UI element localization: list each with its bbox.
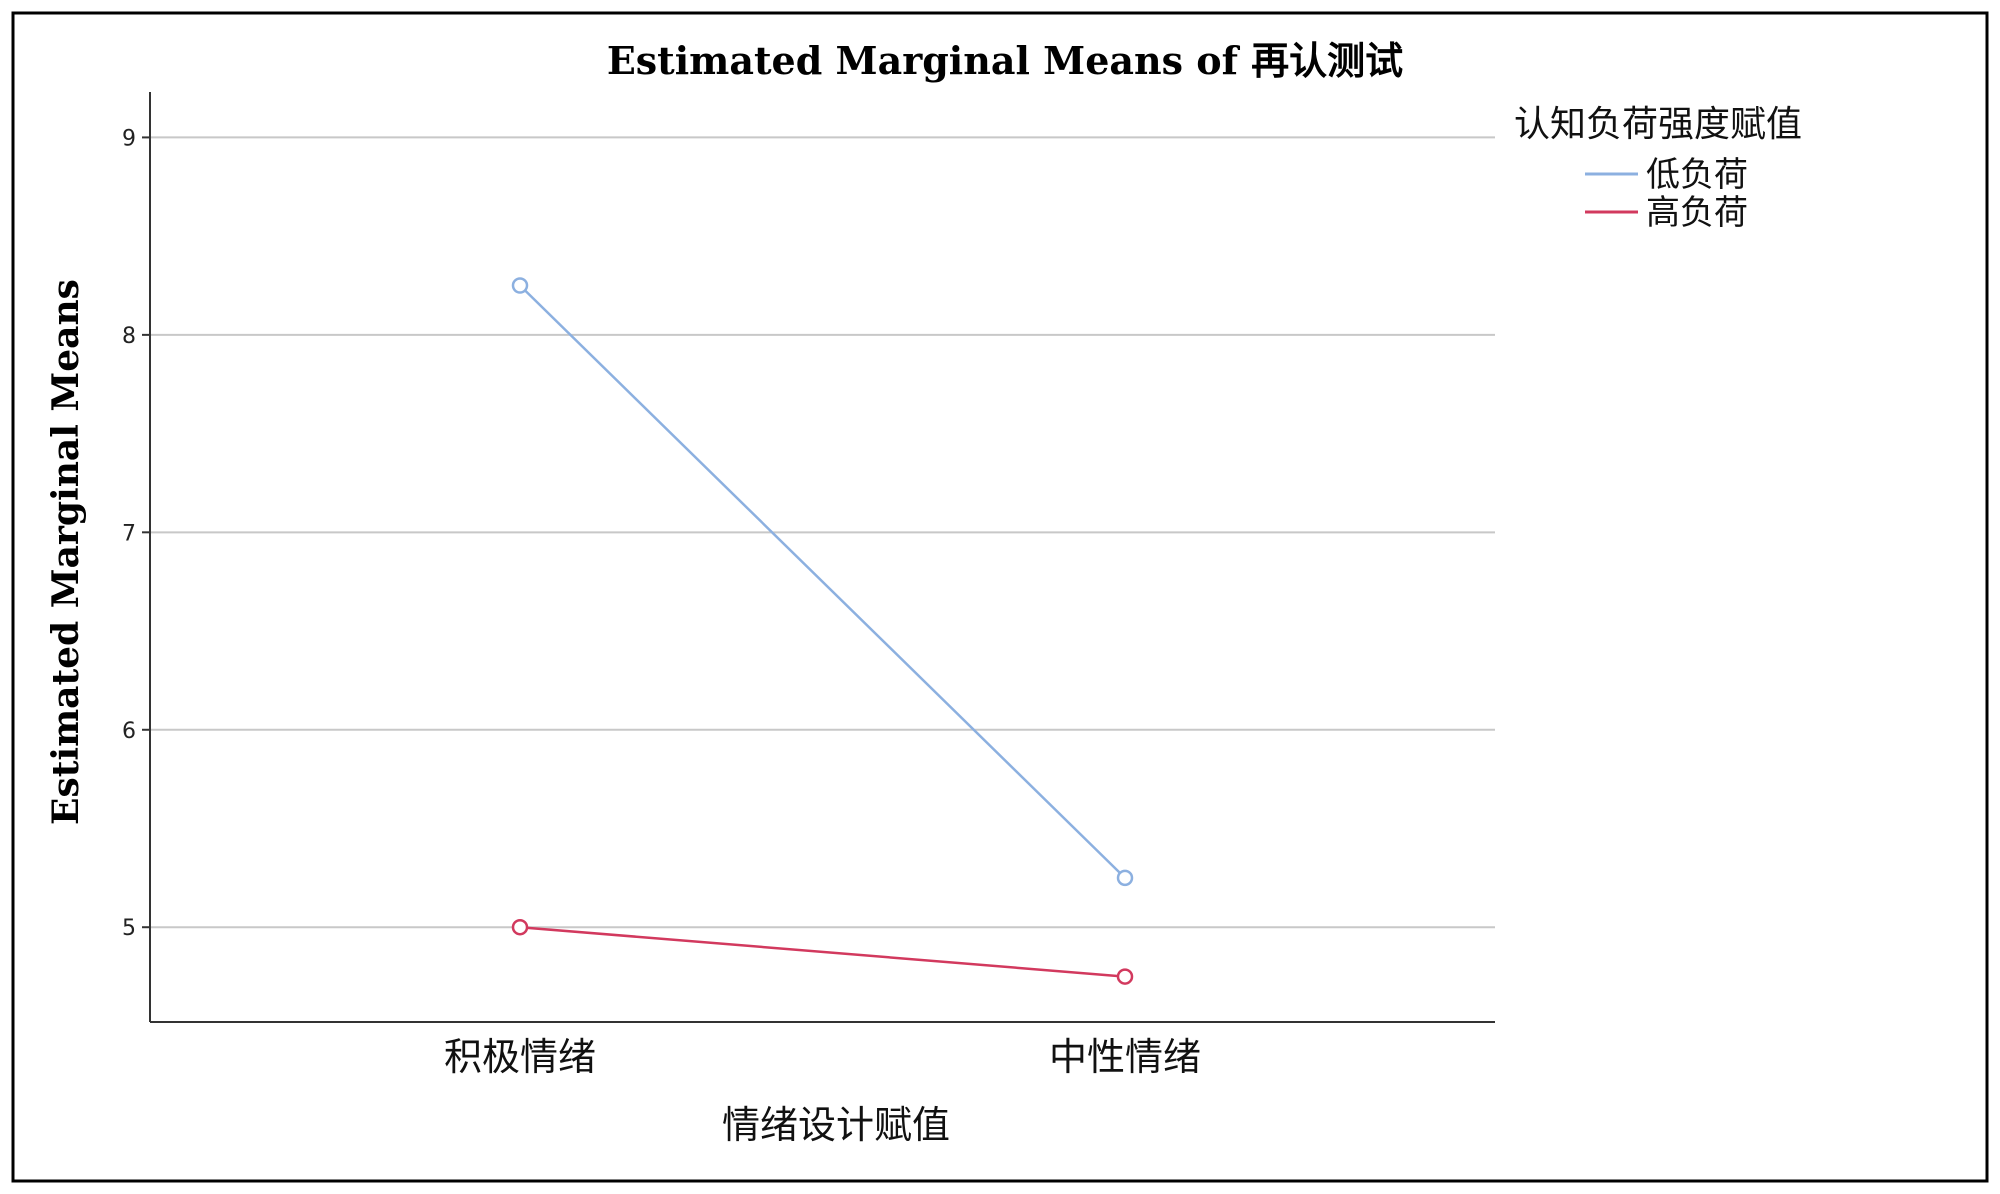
legend: 认知负荷强度赋值 低负荷 高负荷 <box>1514 104 1802 233</box>
data-point-0-1 <box>1116 869 1134 887</box>
data-point-1-0 <box>511 918 529 936</box>
legend-title: 认知负荷强度赋值 <box>1514 104 1802 145</box>
y-tick-label-5: 5 <box>122 916 136 941</box>
legend-label-low-load: 低负荷 <box>1646 155 1748 195</box>
legend-label-high-load: 高负荷 <box>1646 193 1748 233</box>
series-line-0 <box>519 284 1126 879</box>
x-axis-label: 情绪设计赋值 <box>722 1103 950 1147</box>
y-tick-label-7: 7 <box>122 521 136 546</box>
series-line-1 <box>519 925 1126 978</box>
axes <box>149 92 1495 1023</box>
y-tick-label-9: 9 <box>122 126 136 151</box>
y-tick-label-8: 8 <box>122 324 136 349</box>
y-tick-label-6: 6 <box>122 719 136 744</box>
outer-frame <box>11 11 1989 1183</box>
y-axis-label: Estimated Marginal Means <box>45 279 87 825</box>
x-category-labels: 积极情绪 中性情绪 <box>444 1035 1201 1079</box>
data-series <box>511 277 1134 985</box>
x-category-label-0: 积极情绪 <box>444 1035 596 1079</box>
y-tick-labels: 5 6 7 8 9 <box>122 126 150 941</box>
data-point-1-1 <box>1116 968 1134 985</box>
x-category-label-1: 中性情绪 <box>1049 1035 1201 1079</box>
gridlines <box>150 136 1495 929</box>
chart-title: Estimated Marginal Means of 再认测试 <box>607 38 1403 83</box>
data-point-0-0 <box>511 277 529 294</box>
